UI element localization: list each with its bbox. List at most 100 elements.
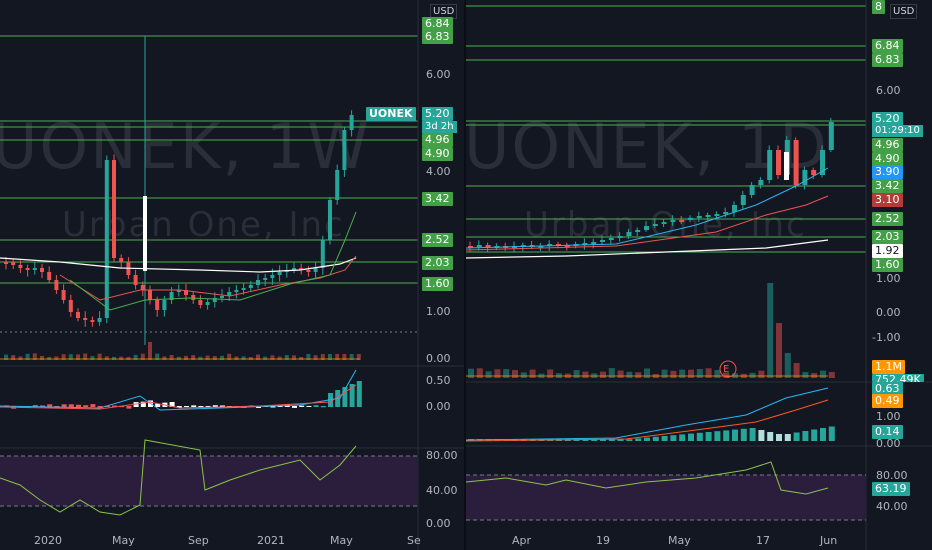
macd-histogram (76, 404, 81, 407)
candle (644, 226, 649, 230)
weekly-chart-pane[interactable]: UONEK, 1W Urban One, Inc USD 6.00 4.00 1… (0, 0, 464, 550)
candle (608, 238, 614, 240)
macd-histogram (635, 438, 642, 441)
macd-histogram (140, 401, 146, 407)
candle (11, 262, 16, 265)
volume-bar (335, 354, 340, 360)
candle (61, 290, 66, 300)
symbol-tag: UONEK (366, 107, 416, 121)
candle (635, 230, 641, 232)
candle (68, 300, 73, 312)
candle (277, 272, 282, 275)
macd-histogram (320, 406, 326, 408)
candle (740, 195, 746, 205)
volume-bar (277, 356, 282, 360)
volume-bar (349, 354, 354, 360)
currency-label[interactable]: USD (890, 4, 918, 19)
company-watermark: Urban One, Inc (524, 205, 807, 245)
signal-line (0, 384, 357, 410)
volume-bar (76, 354, 80, 360)
volume-bar (626, 371, 633, 378)
candle (767, 150, 773, 180)
macd-histogram (723, 430, 730, 441)
rsi-line (0, 439, 357, 516)
volume-bar (512, 370, 518, 378)
volume-bar (661, 369, 668, 378)
candle (184, 290, 188, 295)
earnings-circle (719, 360, 737, 378)
candle (162, 300, 167, 310)
candle (191, 295, 196, 300)
candle (811, 170, 817, 175)
level-tag: 4.96 (872, 138, 903, 152)
macd-histogram (61, 404, 67, 407)
candle (758, 180, 764, 185)
daily-chart-canvas[interactable] (466, 0, 932, 550)
candle (104, 160, 109, 318)
level-tag: 2.03 (422, 256, 453, 270)
volume-bar (320, 354, 325, 360)
volume-bar (342, 354, 347, 360)
candle (670, 220, 676, 222)
volume-bar (749, 372, 756, 378)
candle (83, 318, 88, 320)
macd-histogram (349, 384, 355, 407)
macd-histogram (802, 431, 809, 441)
weekly-chart-canvas[interactable] (0, 0, 464, 550)
rsi-band (0, 456, 418, 506)
volume-bar (104, 356, 109, 360)
level-tag: 3.42 (422, 192, 453, 206)
moving-average-line (466, 167, 829, 249)
volume-bar (468, 368, 474, 378)
candle (661, 222, 667, 224)
macd-histogram (176, 406, 182, 408)
earnings-marker[interactable]: E (723, 364, 730, 375)
candle (155, 300, 160, 310)
candle (140, 285, 145, 290)
volume-bar (520, 372, 527, 378)
candle (688, 218, 693, 220)
volume-bar (155, 353, 160, 360)
candle (776, 150, 781, 175)
pane-divider[interactable] (464, 0, 466, 550)
macd-histogram (112, 405, 117, 407)
volume-bar (148, 342, 152, 360)
macd-histogram (292, 406, 297, 408)
level-tag: 1.60 (422, 277, 453, 291)
volume-bar (25, 353, 30, 360)
candle (198, 300, 203, 305)
time-axis-label: Sep (188, 534, 209, 547)
macd-histogram (32, 405, 38, 407)
daily-chart-pane[interactable]: UONEK, 1D Urban One, Inc 8 USD 6.84 6.83… (466, 0, 932, 550)
macd-histogram (133, 402, 139, 407)
candle (220, 296, 224, 298)
candle (617, 236, 623, 238)
candle (148, 290, 152, 300)
candle (828, 122, 834, 150)
rsi-axis-label: 80.00 (876, 469, 908, 482)
candle (547, 244, 553, 246)
level-tag: 6.83 (872, 53, 903, 67)
level-tag: 2.52 (872, 212, 903, 226)
candle (32, 268, 37, 270)
candle (485, 245, 491, 247)
candle (556, 244, 561, 246)
level-tag: 6.84 (422, 17, 453, 31)
macd-histogram (104, 405, 110, 407)
volume-bar (184, 355, 188, 360)
time-axis-label: 19 (596, 534, 610, 547)
moving-average-line (59, 255, 357, 301)
level-tag: 2.03 (872, 230, 903, 244)
volume-bar (191, 355, 196, 360)
candle (652, 224, 658, 226)
macd-histogram (600, 439, 606, 441)
macd-histogram (126, 406, 132, 409)
candle (299, 268, 304, 270)
volume-bar (47, 356, 52, 360)
candle (306, 270, 311, 272)
volume-bar (256, 354, 260, 360)
macd-histogram (811, 429, 818, 441)
macd-histogram (313, 405, 319, 407)
volume-bar (54, 356, 59, 360)
rsi-line (466, 461, 829, 495)
